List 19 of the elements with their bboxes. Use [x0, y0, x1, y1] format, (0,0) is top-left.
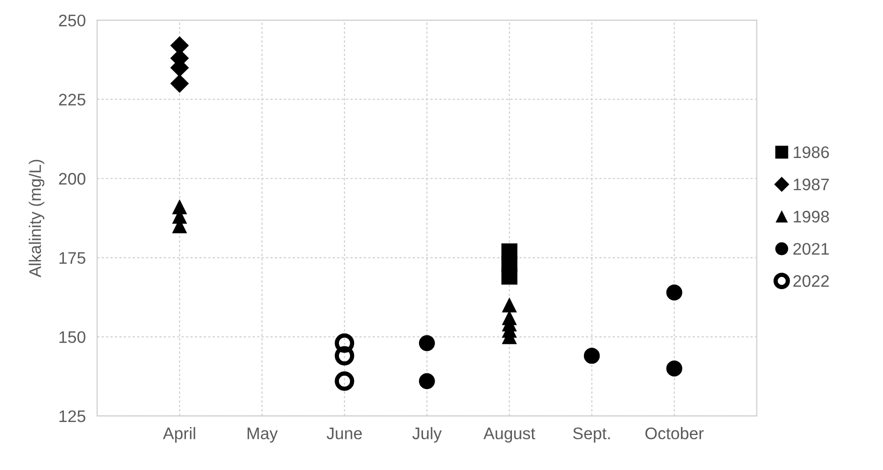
x-tick-label: April	[162, 427, 196, 443]
x-tick-label: Sept.	[573, 428, 610, 443]
y-tick-label: 250	[59, 14, 86, 26]
y-tick-label: 125	[59, 410, 86, 422]
legend-label: 2021	[793, 242, 829, 255]
legend-label: 1986	[794, 146, 829, 158]
x-tick-label: June	[326, 428, 362, 440]
x-tick-label: October	[645, 427, 704, 440]
x-tick-label: May	[248, 428, 278, 443]
y-tick-label: 150	[59, 331, 86, 344]
legend-label: 2022	[793, 275, 829, 287]
x-tick-label: August	[483, 428, 536, 443]
x-tick-label: July	[412, 427, 442, 443]
y-tick-label: 225	[59, 94, 86, 106]
y-tick-label: 200	[59, 172, 86, 185]
legend-label: 1998	[794, 210, 829, 223]
y-axis-title: Alkalinity (mg/L)	[28, 160, 44, 278]
legend-label: 1987	[794, 178, 829, 190]
y-tick-label: 175	[59, 252, 86, 264]
